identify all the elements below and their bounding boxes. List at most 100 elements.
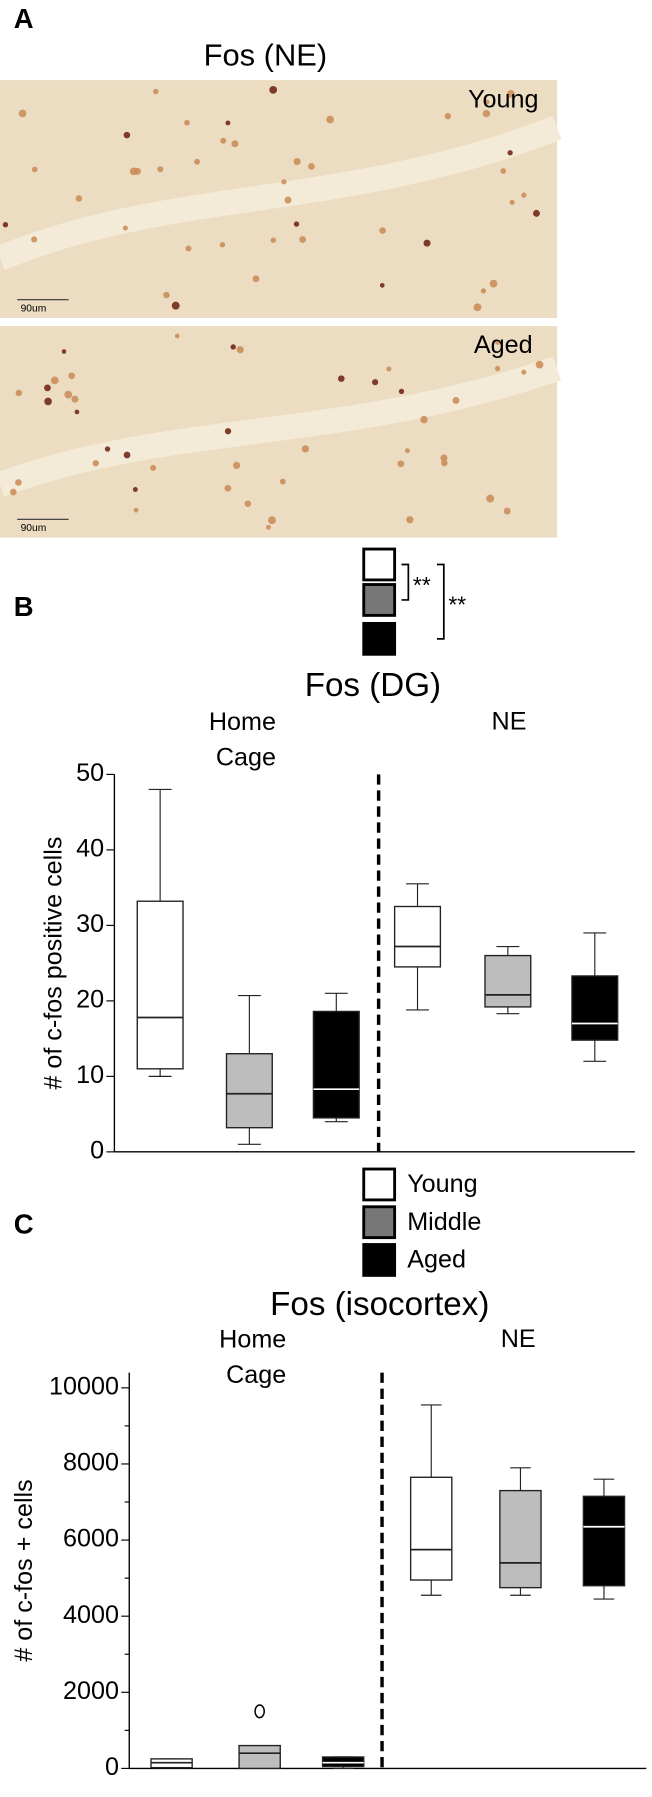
y-tick-label: 4000: [63, 1601, 119, 1629]
cell: [122, 225, 128, 231]
cell: [308, 163, 315, 170]
cell: [379, 282, 385, 288]
chart-title: Fos (isocortex): [270, 1286, 489, 1323]
micrograph-title: Fos (NE): [204, 37, 328, 72]
legend-swatch: [362, 1205, 397, 1240]
cell: [123, 131, 131, 139]
legend-swatch: [362, 621, 397, 656]
tissue-band: [0, 356, 562, 497]
cell: [379, 227, 386, 234]
cell: [220, 137, 227, 144]
y-tick-label: 8000: [63, 1449, 119, 1477]
cell: [50, 376, 59, 385]
box: [238, 1744, 281, 1770]
cell: [133, 507, 139, 513]
legend-swatch: [362, 1243, 397, 1277]
cell: [150, 464, 157, 471]
significance-bracket: [401, 563, 410, 601]
cell: [219, 242, 226, 248]
cell: [184, 119, 190, 126]
cell: [236, 346, 244, 354]
cell: [397, 460, 405, 468]
cell: [281, 179, 287, 185]
y-axis-label: # of c-fos + cells: [10, 1479, 38, 1661]
cell: [225, 120, 231, 126]
cell: [268, 516, 276, 525]
cell: [232, 461, 241, 470]
cell: [10, 488, 17, 496]
cell: [163, 291, 170, 299]
significance-bracket: [436, 563, 445, 640]
chart-title: Fos (DG): [305, 667, 441, 704]
legend-label: Middle: [407, 1208, 481, 1236]
cell: [507, 150, 513, 156]
cell: [482, 109, 491, 118]
cell: [301, 445, 309, 453]
significance-label: **: [413, 572, 431, 598]
cell: [293, 221, 300, 227]
y-tick-label: 10: [76, 1061, 104, 1089]
box: [312, 1010, 360, 1119]
cell: [15, 479, 22, 486]
cell: [270, 237, 276, 243]
cell: [64, 390, 73, 399]
cell: [326, 115, 334, 124]
y-tick-label: 0: [90, 1137, 104, 1165]
cell: [452, 397, 460, 404]
cell: [440, 454, 448, 462]
y-tick-label: 2000: [63, 1677, 119, 1705]
cell: [224, 428, 232, 435]
cell: [423, 239, 431, 247]
cell: [224, 484, 232, 492]
scale-bar-label: 90um: [21, 523, 47, 534]
cell: [372, 379, 379, 386]
cell: [406, 516, 414, 524]
cell: [71, 395, 79, 403]
cell: [404, 448, 410, 454]
cell: [495, 339, 501, 345]
cell: [507, 90, 515, 98]
y-tick-label: 30: [76, 910, 104, 938]
box: [321, 1756, 365, 1768]
cell: [398, 388, 405, 395]
cell: [129, 167, 138, 176]
cell: [293, 157, 301, 166]
cell: [244, 500, 252, 507]
cell: [153, 88, 159, 95]
cell: [500, 168, 507, 174]
box: [225, 1053, 273, 1129]
cell: [185, 245, 192, 252]
box: [409, 1476, 453, 1581]
cell: [157, 166, 164, 173]
cell: [420, 415, 428, 424]
cell: [279, 478, 286, 485]
cell: [74, 409, 80, 415]
cell: [92, 460, 99, 467]
cell: [521, 192, 527, 198]
cell: [444, 113, 452, 120]
legend-swatch: [362, 547, 397, 582]
cell: [441, 459, 448, 467]
cell: [31, 236, 38, 243]
cell: [104, 446, 111, 452]
cell: [386, 366, 392, 372]
cell: [230, 344, 236, 350]
y-tick-label: 50: [76, 759, 104, 787]
cell: [494, 365, 501, 372]
cell: [535, 360, 544, 369]
panel-label: C: [14, 1208, 34, 1239]
legend-swatch: [362, 1167, 397, 1202]
group-label: NE: [492, 708, 527, 736]
cell: [269, 86, 278, 94]
cell: [68, 372, 75, 380]
y-tick-label: 0: [105, 1753, 119, 1781]
legend-label: Young: [407, 1170, 477, 1198]
group-label: NE: [501, 1325, 536, 1353]
y-axis-label: # of c-fos positive cells: [40, 837, 68, 1090]
box: [136, 900, 184, 1070]
group-label: Home Cage: [219, 1325, 293, 1388]
cell: [231, 140, 239, 148]
y-tick-label: 10000: [49, 1372, 119, 1400]
cell: [61, 349, 67, 354]
cell: [18, 109, 27, 118]
